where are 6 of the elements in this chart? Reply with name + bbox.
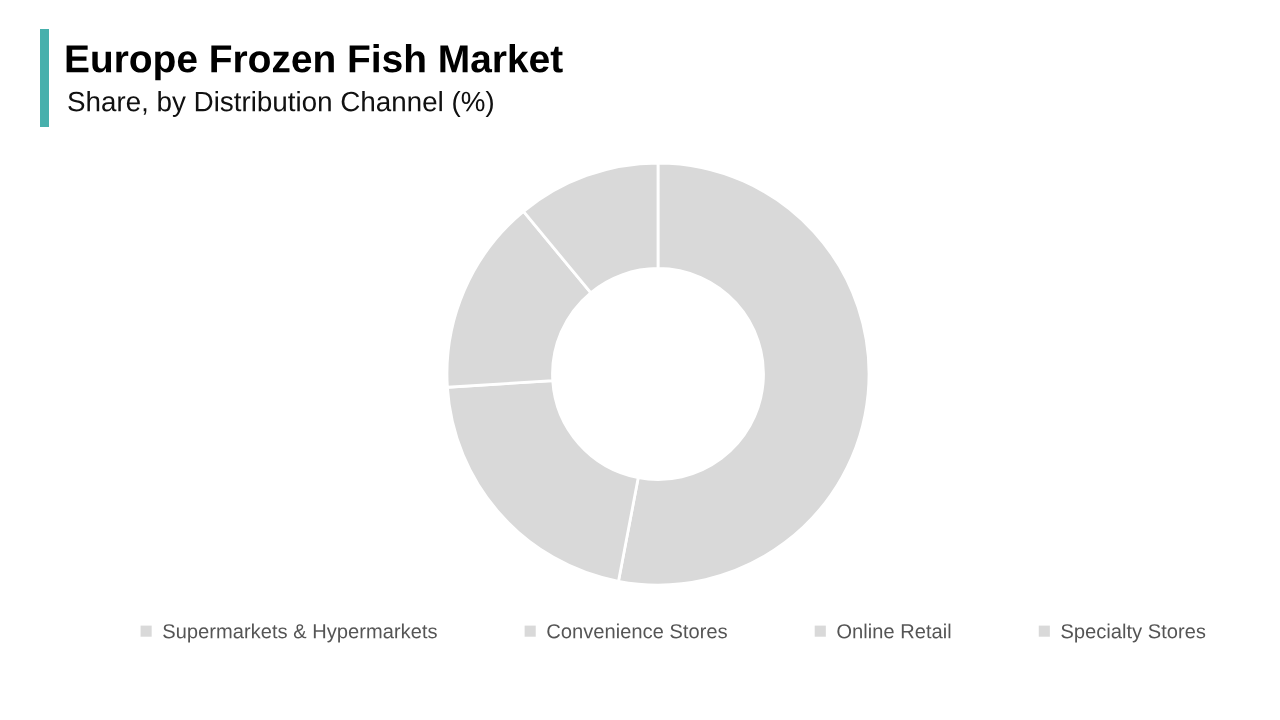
chart-title: Europe Frozen Fish Market (66, 44, 563, 81)
legend-label: Convenience Stores (547, 623, 727, 639)
chart-subtitle: Share, by Distribution Channel (%) (68, 91, 493, 117)
legend-label: Supermarkets & Hypermarkets (163, 623, 437, 643)
legend-label: Specialty Stores (1061, 623, 1206, 643)
legend-label: Online Retail (837, 623, 951, 639)
